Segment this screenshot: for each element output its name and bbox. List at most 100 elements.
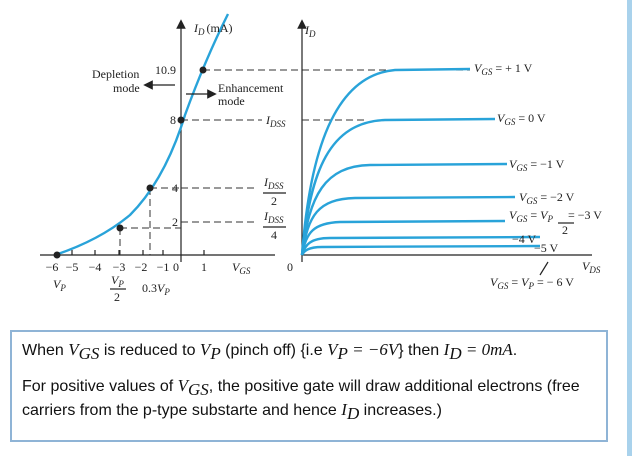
- label: I: [263, 175, 269, 189]
- label: GS: [78, 344, 100, 364]
- label: V: [521, 275, 530, 289]
- label: −1: [157, 260, 170, 274]
- label: P: [59, 283, 66, 293]
- idss-label: IDSS: [265, 113, 286, 129]
- label: mA: [490, 340, 513, 359]
- label: V: [474, 61, 483, 75]
- label: V: [509, 157, 518, 171]
- label: −4 V: [512, 232, 537, 246]
- label: 1: [201, 260, 207, 274]
- label: DS: [588, 265, 600, 275]
- label: DSS: [267, 215, 284, 225]
- label: = 0 V: [515, 111, 546, 125]
- paragraph: For positive values of VGS, the positive…: [22, 376, 596, 424]
- label: V: [387, 340, 399, 359]
- label: 4: [172, 181, 178, 195]
- label: GS: [497, 281, 508, 291]
- label: P: [546, 214, 553, 224]
- label: 2: [562, 223, 568, 237]
- label: =: [527, 208, 540, 222]
- point: [116, 224, 124, 232]
- label: .: [512, 342, 518, 359]
- label: GS: [481, 67, 492, 77]
- label: = −6: [347, 340, 388, 359]
- text: 0.3VP: [142, 281, 170, 297]
- label: 2: [172, 215, 178, 229]
- label: Enhancement: [218, 81, 284, 95]
- label: −2: [135, 260, 148, 274]
- label: For positive values of: [22, 378, 178, 396]
- text: VGS = + 1 V: [474, 61, 533, 77]
- label: P: [527, 281, 534, 291]
- text-box: When VGS is reduced to VP (pinch off) {i…: [10, 330, 608, 442]
- label: P: [210, 344, 221, 364]
- label: = −3 V: [565, 208, 602, 222]
- label: V: [509, 208, 518, 222]
- label: V: [497, 111, 506, 125]
- text: VGS = 0 V: [497, 111, 546, 127]
- label: , the positive gate will draw additional…: [22, 378, 580, 420]
- label: 2: [114, 290, 120, 304]
- text: VGS = −1 V: [509, 157, 565, 173]
- left-x-ticks: [71, 250, 205, 255]
- label: is reduced to: [99, 342, 200, 359]
- text: VGS: [232, 260, 251, 276]
- text: IDSS: [263, 209, 284, 225]
- label: I: [263, 209, 269, 223]
- accent-stripe: [627, 0, 632, 456]
- label: = − 6 V: [534, 275, 574, 289]
- point: [53, 251, 61, 259]
- label: V: [111, 273, 120, 287]
- label: mode: [218, 94, 245, 108]
- label: −5: [66, 260, 79, 274]
- label: (pinch off) {i.e: [220, 342, 328, 359]
- label: I: [193, 21, 199, 35]
- label: Depletion: [92, 67, 139, 81]
- label: 8: [170, 113, 176, 127]
- label: −6: [46, 260, 59, 274]
- text: IDSS: [263, 175, 284, 191]
- label: =: [508, 275, 521, 289]
- label: mode: [113, 81, 140, 95]
- label: I: [341, 400, 347, 420]
- label: increases.): [359, 402, 442, 420]
- label: 4: [271, 228, 277, 242]
- curve-minus5: [300, 244, 541, 256]
- label: GS: [526, 196, 537, 206]
- label: = + 1 V: [492, 61, 532, 75]
- idss-max: 10.9: [155, 63, 176, 77]
- right-y-label: ID: [304, 23, 316, 39]
- curve-plus1: [300, 67, 471, 256]
- label: GS: [188, 380, 209, 400]
- label: I: [304, 23, 310, 37]
- label: V: [53, 277, 62, 291]
- label: GS: [516, 214, 527, 224]
- curve-minus1: [300, 162, 508, 256]
- label: 0: [287, 260, 293, 274]
- label: GS: [516, 163, 527, 173]
- label: V: [232, 260, 241, 274]
- label: I: [265, 113, 271, 127]
- label: V: [490, 275, 499, 289]
- label: D: [346, 404, 360, 424]
- transfer-curve: [54, 13, 230, 257]
- point: [177, 116, 185, 124]
- point: [146, 184, 154, 192]
- text: VP: [53, 277, 66, 293]
- label: = 0: [461, 340, 491, 359]
- left-y-label: ID (mA): [193, 21, 233, 37]
- label: V: [157, 281, 166, 295]
- label: (mA): [207, 21, 233, 35]
- text: VGS = VP = −3 V: [509, 208, 602, 224]
- label: When: [22, 342, 69, 359]
- label: GS: [239, 266, 250, 276]
- label: P: [117, 279, 124, 289]
- pointer-minus6: [539, 261, 549, 276]
- label: DSS: [267, 181, 284, 191]
- label: = −2 V: [537, 190, 574, 204]
- label: P: [337, 344, 348, 364]
- label: V: [519, 190, 528, 204]
- label: V: [177, 376, 189, 396]
